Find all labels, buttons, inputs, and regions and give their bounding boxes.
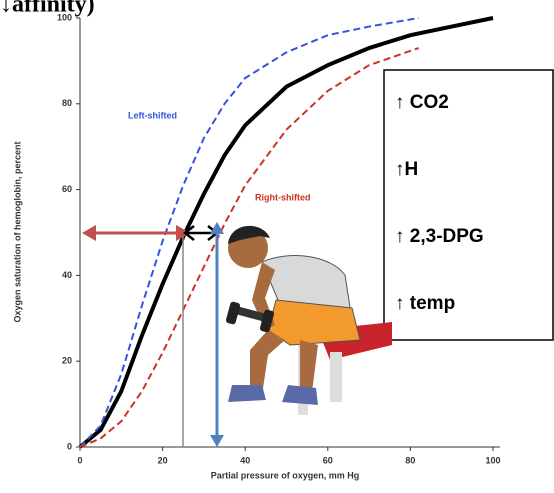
curve — [78, 16, 494, 449]
arrows — [82, 222, 224, 447]
y-tick-label: 60 — [62, 184, 72, 194]
curves — [78, 16, 494, 449]
x-tick-label: 80 — [405, 455, 415, 465]
x-tick-label: 60 — [323, 455, 333, 465]
leg — [300, 340, 318, 392]
black-arrow-head — [182, 225, 195, 241]
x-tick-label: 100 — [485, 455, 500, 465]
leg — [250, 330, 285, 395]
factor-list: ↑ CO2 ↑H ↑ 2,3-DPG ↑ temp — [395, 92, 484, 314]
x-axis-label: Partial pressure of oxygen, mm Hg — [211, 470, 360, 480]
factor-item: ↑ 2,3-DPG — [395, 226, 484, 247]
dumbbell-weight — [259, 309, 275, 333]
y-axis-label: Oxygen saturation of hemoglobin, percent — [12, 141, 22, 322]
dumbbell-bar — [233, 305, 269, 323]
bench-leg — [330, 352, 342, 402]
factor-item: ↑ temp — [395, 293, 455, 314]
top-text: ↓affinity) — [0, 0, 95, 18]
curve — [79, 47, 419, 448]
x-tick-label: 0 — [77, 455, 82, 465]
y-tick-label: 80 — [62, 98, 72, 108]
red-arrow-head — [82, 225, 96, 241]
blue-arrow-head — [210, 435, 224, 447]
dumbbell-weight — [225, 301, 241, 325]
blue-arrow-head — [210, 222, 224, 234]
person-illustration — [225, 225, 392, 415]
x-tick-label: 40 — [240, 455, 250, 465]
y-tick-label: 40 — [62, 270, 72, 280]
y-tick-label: 0 — [67, 441, 72, 451]
shoe — [228, 385, 266, 402]
shoe — [282, 385, 318, 405]
factor-box — [383, 69, 554, 341]
y-tick-label: 100 — [57, 12, 72, 22]
x-tick-label: 20 — [158, 455, 168, 465]
factor-item: ↑H — [395, 159, 418, 180]
factor-item: ↑ CO2 — [395, 92, 449, 113]
curve — [79, 17, 419, 448]
y-tick-label: 20 — [62, 356, 72, 366]
hair — [228, 225, 270, 244]
series-label: Left-shifted — [128, 110, 177, 120]
series-label: Right-shifted — [255, 192, 311, 202]
